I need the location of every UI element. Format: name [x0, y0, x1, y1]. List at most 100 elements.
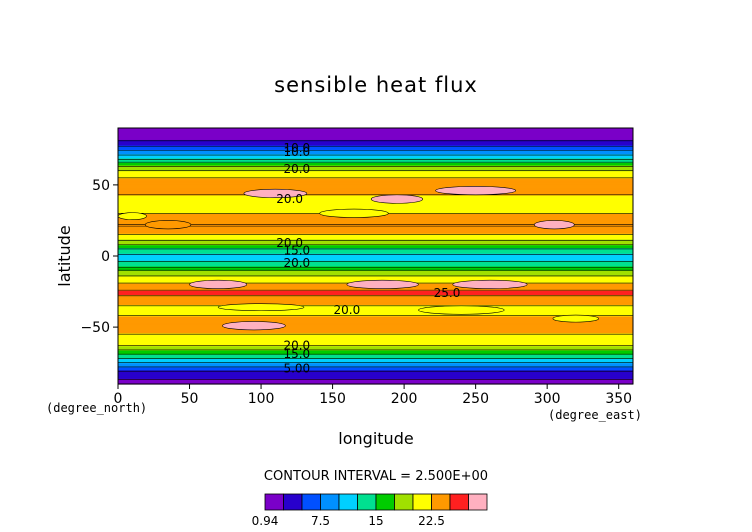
x-tick-label: 350: [605, 391, 632, 407]
contour-patch: [189, 279, 248, 290]
contour-band: [118, 318, 633, 321]
contour-band: [118, 246, 633, 249]
contour-band: [118, 184, 633, 187]
contour-band: [118, 254, 633, 257]
contour-band: [118, 381, 633, 384]
contour-band: [118, 157, 633, 160]
contour-band: [118, 290, 633, 293]
contour-band: [118, 136, 633, 139]
colorbar: 0.94 7.5 15 22.5: [252, 493, 488, 528]
contour-band: [118, 153, 633, 156]
contour-band: [118, 312, 633, 315]
contour-band: [118, 301, 633, 304]
contour-band: [118, 278, 633, 281]
contour-band: [118, 365, 633, 368]
contour-band: [118, 338, 633, 341]
contour-band: [118, 369, 633, 372]
contour-band: [118, 374, 633, 377]
contour-band: [118, 332, 633, 335]
contour-band: [118, 226, 633, 229]
contour-band: [118, 169, 633, 172]
colorbar-swatch: [357, 493, 377, 511]
contour-band: [118, 177, 633, 180]
contour-band: [118, 129, 633, 132]
contour-band: [118, 362, 633, 365]
contour-band: [118, 268, 633, 271]
contour-band: [118, 243, 633, 246]
contour-band: [118, 174, 633, 177]
contour-band: [118, 307, 633, 310]
y-tick-label: −50: [80, 320, 110, 336]
contour-band: [118, 216, 633, 219]
colorbar-swatch: [301, 493, 321, 511]
contour-band: [118, 152, 633, 155]
contour-band: [118, 164, 633, 167]
colorbar-tick-label: 15: [368, 514, 383, 528]
colorbar-tick-label: 0.94: [252, 514, 279, 528]
y-axis-title: latitude: [55, 225, 74, 286]
contour-band: [118, 366, 633, 369]
contour-band: [118, 364, 633, 367]
contour-band: [118, 190, 633, 193]
contour-patch: [346, 279, 419, 290]
contour-band: [118, 314, 633, 317]
contour-patch: [144, 220, 192, 230]
contour-band: [118, 250, 633, 253]
contour-band: [118, 228, 633, 231]
contour-band: [118, 302, 633, 305]
colorbar-swatch: [394, 493, 414, 511]
contour-band: [118, 322, 633, 325]
x-tick-label: 150: [319, 391, 346, 407]
contour-band: [118, 156, 633, 159]
contour-band: [118, 261, 633, 264]
contour-band: [118, 140, 633, 143]
contour-band: [118, 176, 633, 179]
contour-band: [118, 237, 633, 240]
y-unit-label: (degree_north): [46, 401, 147, 415]
contour-band: [118, 375, 633, 378]
contour-band: [118, 335, 633, 338]
contour-band: [118, 291, 633, 294]
colorbar-tick-label: 7.5: [311, 514, 330, 528]
x-axis-ticks: 0 50 100 150 200 250 300 350: [114, 384, 632, 407]
colorbar-swatch: [431, 493, 451, 511]
contour-band: [118, 327, 633, 330]
contour-band: [118, 204, 633, 207]
x-tick-label: 300: [534, 391, 561, 407]
contour-band: [118, 170, 633, 173]
contour-band: [118, 145, 633, 148]
colorbar-swatch: [283, 493, 303, 511]
contour-band: [118, 187, 633, 190]
x-tick-label: 200: [391, 391, 418, 407]
contour-band: [118, 133, 633, 136]
contour-band: [118, 233, 633, 236]
contour-band: [118, 368, 633, 371]
contour-band: [118, 342, 633, 345]
contour-band: [118, 267, 633, 270]
contour-label: 20.0: [276, 236, 303, 250]
contour-band: [118, 236, 633, 239]
colorbar-swatch: [468, 493, 488, 511]
contour-label: 5.00: [283, 361, 310, 375]
contour-band: [118, 224, 633, 227]
contour-band: [118, 274, 633, 277]
contour-label: 10.0: [283, 141, 310, 155]
x-tick-label: 0: [114, 391, 123, 407]
contour-band: [118, 271, 633, 274]
contour-band: [118, 258, 633, 261]
contour-band: [118, 292, 633, 295]
contour-band: [118, 137, 633, 140]
contour-band: [118, 354, 633, 357]
x-tick-label: 250: [462, 391, 489, 407]
contour-label: 20.0: [283, 162, 310, 176]
contour-band: [118, 317, 633, 320]
contour-band: [118, 139, 633, 142]
y-tick-label: 50: [92, 178, 110, 194]
contour-band: [118, 219, 633, 222]
contour-band: [118, 160, 633, 163]
contour-band: [118, 339, 633, 342]
contour-band: [118, 149, 633, 152]
contour-band: [118, 315, 633, 318]
contour-band: [118, 341, 633, 344]
contour-band: [118, 310, 633, 313]
